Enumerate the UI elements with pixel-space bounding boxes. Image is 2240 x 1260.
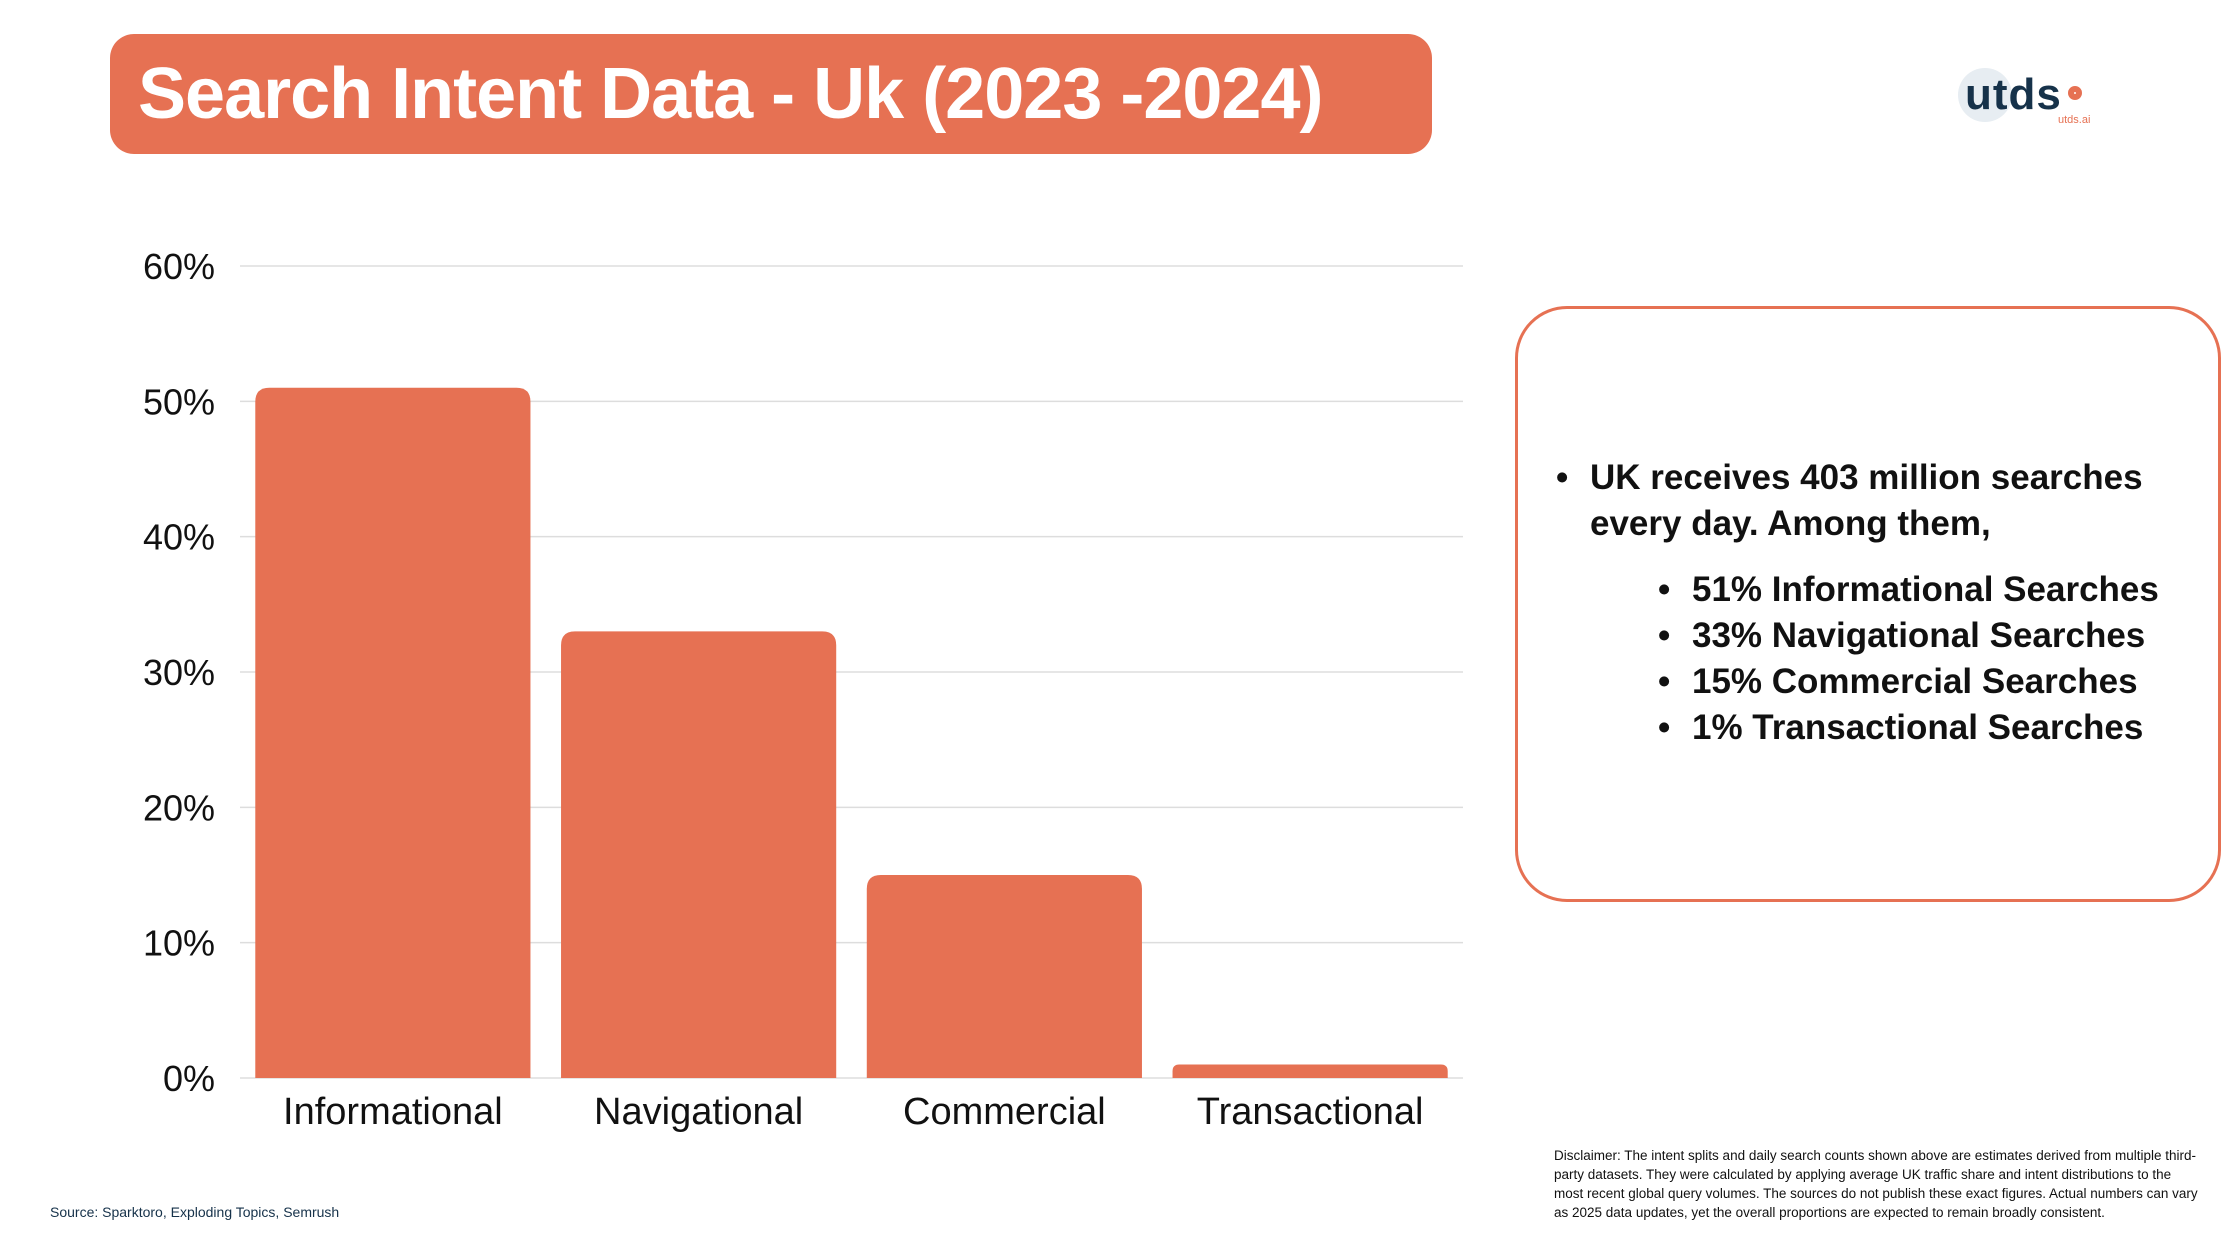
info-sub-list: • 51% Informational Searches • 33% Navig… xyxy=(1556,567,2196,751)
logo-subtext: utds.ai xyxy=(2058,114,2091,126)
bullet-icon: • xyxy=(1658,708,1671,747)
bar-commercial xyxy=(866,875,1142,1078)
x-tick-label: Transactional xyxy=(1197,1091,1424,1133)
info-sub-item: • 1% Transactional Searches xyxy=(1658,705,2196,751)
info-main-text: UK receives 403 million searches every d… xyxy=(1590,458,2143,543)
x-tick-label: Commercial xyxy=(903,1091,1106,1133)
bar-transactional xyxy=(1172,1064,1448,1078)
info-sub-item: • 33% Navigational Searches xyxy=(1658,613,2196,659)
info-main-item: • UK receives 403 million searches every… xyxy=(1556,455,2196,547)
source-note: Source: Sparktoro, Exploding Topics, Sem… xyxy=(50,1204,340,1220)
disclaimer-note: Disclaimer: The intent splits and daily … xyxy=(1554,1148,2198,1220)
bar-informational xyxy=(255,387,531,1078)
y-tick-label: 20% xyxy=(143,787,215,828)
bullet-icon: • xyxy=(1658,616,1671,655)
logo-text: utds xyxy=(1965,70,2062,119)
y-tick-label: 60% xyxy=(143,246,215,287)
logo-ring-icon xyxy=(2068,86,2082,100)
info-sub-item: • 51% Informational Searches xyxy=(1658,567,2196,613)
info-sub-text: 51% Informational Searches xyxy=(1692,570,2159,609)
info-panel xyxy=(1515,306,2221,902)
info-sub-text: 1% Transactional Searches xyxy=(1692,708,2144,747)
info-list: • UK receives 403 million searches every… xyxy=(1556,455,2196,751)
y-tick-label: 40% xyxy=(143,517,215,558)
info-sub-item: • 15% Commercial Searches xyxy=(1658,659,2196,705)
y-tick-label: 50% xyxy=(143,381,215,422)
x-tick-label: Navigational xyxy=(594,1091,803,1133)
y-axis-ticks: 0% 10% 20% 30% 40% 50% 60% xyxy=(143,246,215,1099)
bar-navigational xyxy=(561,631,837,1078)
bar-chart: 0% 10% 20% 30% 40% 50% 60% Informational Naviga… xyxy=(143,246,1463,1133)
info-sub-text: 15% Commercial Searches xyxy=(1692,662,2138,701)
y-tick-label: 0% xyxy=(163,1058,215,1099)
bullet-icon: • xyxy=(1658,570,1671,609)
bullet-icon: • xyxy=(1658,662,1671,701)
logo-circle-icon xyxy=(1958,68,2012,122)
y-tick-label: 30% xyxy=(143,652,215,693)
x-tick-label: Informational xyxy=(283,1091,503,1133)
page-title: Search Intent Data - Uk (2023 -2024) xyxy=(138,54,1323,134)
x-axis-labels: Informational Navigational Commercial Trans… xyxy=(283,1091,1423,1133)
bullet-icon: • xyxy=(1556,458,1569,497)
title-banner: Search Intent Data - Uk (2023 -2024) xyxy=(110,34,1432,154)
brand-logo: utds utds.ai xyxy=(1955,62,2095,132)
info-sub-text: 33% Navigational Searches xyxy=(1692,616,2146,655)
chart-bars xyxy=(255,387,1448,1078)
y-tick-label: 10% xyxy=(143,923,215,964)
